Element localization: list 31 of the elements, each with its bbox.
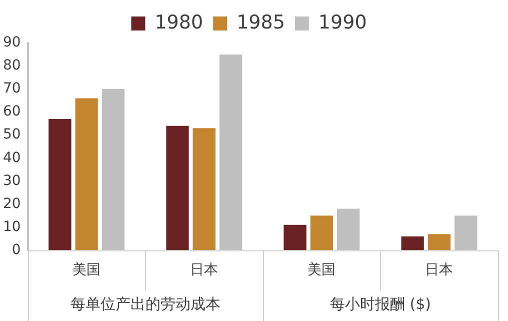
bar [166,126,189,250]
y-tick-label: 80 [2,58,21,74]
bar [284,224,306,250]
y-tick-label: 90 [2,34,21,51]
x-tick-label: 美国 [308,262,336,278]
x-tick-label: 日本 [190,262,218,278]
y-tick-label: 30 [2,172,21,189]
x-tick-label: 日本 [425,262,454,278]
legend-label: 1985 [236,11,285,34]
bar [48,118,72,250]
bar [337,208,360,250]
bar [310,216,334,250]
text: 每单位产出的劳动成本 [70,295,220,314]
x-tick-label: 美国 [72,262,101,278]
y-tick-label: 10 [2,218,21,235]
bar [192,128,216,250]
y-tick-label: 40 [2,150,21,166]
text: 每小时报酬 ($) [330,295,431,314]
y-tick-label: 60 [2,104,21,120]
y-tick-label: 70 [2,80,21,97]
bar [102,89,125,250]
y-tick-label: 50 [2,126,21,143]
bar [428,234,451,250]
legend-label: 1980 [154,11,204,34]
bar [219,54,242,250]
bar [75,98,98,250]
bar [401,236,424,250]
y-tick-label: 0 [12,242,21,258]
bar [454,216,478,250]
legend-label: 1990 [318,11,367,34]
y-tick-label: 20 [2,196,21,212]
